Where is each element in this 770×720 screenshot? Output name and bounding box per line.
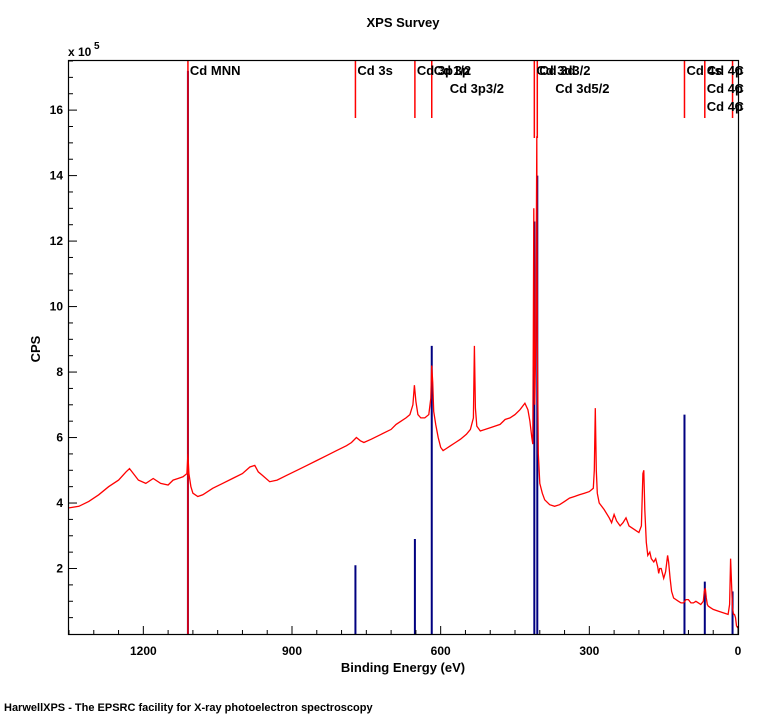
peak-markers: [186, 70, 734, 634]
peak-label-7-1: Cd 4p: [707, 81, 743, 96]
spectrum-series: [68, 136, 739, 629]
y-tick-label: 6: [56, 431, 63, 445]
spectrum-line: [68, 136, 739, 629]
peak-label-4-0: Cd 3d3/2: [536, 63, 590, 78]
peak-label-2-0: Cd 3p1/2: [417, 63, 471, 78]
y-tick-label: 2: [56, 562, 63, 576]
y-tick-label: 10: [50, 300, 64, 314]
x-tick-label: 0: [735, 644, 742, 658]
x-axis: 1200 900 600 300 0: [68, 626, 742, 658]
x-tick-label: 900: [282, 644, 302, 658]
y-axis-title: CPS: [28, 335, 43, 362]
peak-label-6-0: Cd 4s: [686, 63, 721, 78]
peak-label-7-0: Cd 4p: [707, 63, 743, 78]
peak-label-0-0: Cd MNN: [190, 63, 241, 78]
peak-label-5-1: Cd 3d5/2: [555, 81, 609, 96]
y-tick-label: 12: [50, 234, 64, 248]
peak-label-3-1: Cd 3p3/2: [450, 81, 504, 96]
x-tick-label: 600: [431, 644, 451, 658]
peak-label-5-0: Cd 3d: [539, 63, 575, 78]
peak-label-3-0: Cd 3p: [434, 63, 470, 78]
y-tick-label: 14: [50, 169, 64, 183]
y-tick-label: 8: [56, 365, 63, 379]
y-tick-label: 4: [56, 496, 63, 510]
x-axis-title: Binding Energy (eV): [341, 660, 465, 675]
peak-label-lines: [187, 61, 734, 634]
peak-labels: Cd MNN Cd 3s Cd 3p1/2Cd 3p Cd 3p3/2 Cd 3d3/2…: [190, 63, 745, 114]
xps-survey-chart: XPS Survey x 10 5 CPS Binding Energy (eV…: [28, 15, 745, 675]
y-tick-label: 16: [50, 103, 64, 117]
peak-label-8-1: C: [735, 81, 745, 96]
peak-label-8-0: C: [735, 63, 745, 78]
peak-label-8-2: C: [735, 99, 745, 114]
y-axis: 2 4 6 8 10 12 14 16: [50, 60, 77, 619]
footer-caption: HarwellXPS - The EPSRC facility for X-ra…: [4, 702, 373, 714]
y-multiplier-label: x 10: [68, 45, 92, 59]
peak-label-1-0: Cd 3s: [357, 63, 392, 78]
chart-title: XPS Survey: [367, 15, 441, 30]
x-tick-label: 300: [579, 644, 599, 658]
y-multiplier-exponent: 5: [94, 41, 100, 52]
peak-label-7-2: Cd 4p: [707, 99, 743, 114]
plot-frame: [67, 59, 740, 636]
x-tick-label: 1200: [130, 644, 157, 658]
